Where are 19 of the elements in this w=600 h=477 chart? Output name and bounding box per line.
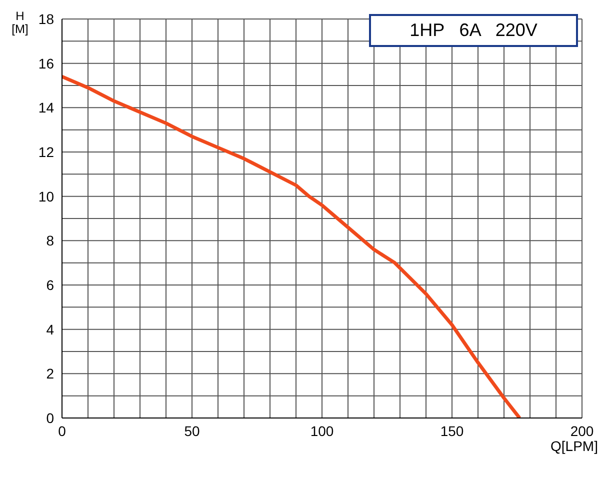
- y-tick-label: 2: [46, 366, 54, 382]
- y-tick-label: 14: [38, 100, 54, 116]
- y-tick-label: 6: [46, 276, 54, 293]
- line-series: [62, 74, 522, 418]
- y-tick-label: 18: [38, 10, 54, 27]
- note-box: 1HP 6A 220V: [369, 14, 578, 47]
- y-tick-label: 0: [46, 410, 54, 426]
- x-axis-title: Q[LPM]: [550, 438, 598, 454]
- x-tick-label: 0: [58, 422, 66, 439]
- y-axis-title: H [M]: [10, 9, 30, 36]
- y-tick-label: 12: [38, 144, 54, 160]
- y-tick-label: 10: [38, 188, 54, 204]
- y-tick-label: 16: [38, 55, 54, 72]
- x-tick-label: 200: [570, 422, 594, 439]
- y-tick-label: 4: [46, 321, 54, 338]
- x-tick-label: 100: [310, 422, 334, 439]
- y-tick-label: 8: [46, 232, 54, 249]
- x-tick-label: 150: [440, 422, 464, 439]
- x-tick-label: 50: [184, 422, 200, 439]
